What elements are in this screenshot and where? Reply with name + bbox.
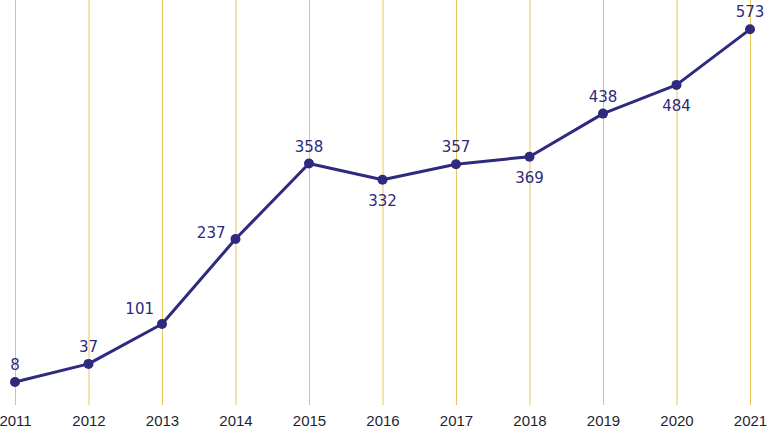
grid-line <box>677 0 678 405</box>
x-tick: 2020 <box>660 0 693 429</box>
data-label: 484 <box>662 97 691 115</box>
data-label: 357 <box>442 138 471 156</box>
grid-line <box>15 0 16 405</box>
plot-area <box>10 24 755 387</box>
data-labels: 8 37 101 237 358 332 357 369 438 484 573 <box>10 3 764 374</box>
x-tick: 2013 <box>146 0 179 429</box>
x-tick-label: 2013 <box>146 412 179 429</box>
x-tick: 2021 <box>734 0 767 429</box>
data-point <box>10 377 20 387</box>
x-tick-label: 2017 <box>440 412 473 429</box>
grid-line <box>530 0 531 405</box>
data-point <box>745 24 755 34</box>
data-label: 8 <box>10 356 20 374</box>
data-label: 358 <box>295 138 324 156</box>
data-point <box>451 159 461 169</box>
data-label: 101 <box>125 300 154 318</box>
x-tick: 2015 <box>293 0 326 429</box>
x-tick-label: 2012 <box>72 412 105 429</box>
x-tick-label: 2015 <box>293 412 326 429</box>
data-label: 37 <box>79 338 98 356</box>
x-tick-label: 2020 <box>660 412 693 429</box>
data-point <box>378 175 388 185</box>
y-axis-line <box>15 1 16 388</box>
data-label: 369 <box>515 169 544 187</box>
grid-line <box>236 0 237 405</box>
x-tick: 2019 <box>587 0 620 429</box>
x-tick-label: 2018 <box>513 412 546 429</box>
data-point <box>84 359 94 369</box>
y-axis <box>15 1 16 388</box>
data-label: 438 <box>589 88 618 106</box>
x-tick-label: 2021 <box>734 412 767 429</box>
data-label: 237 <box>197 224 226 242</box>
x-tick: 2012 <box>72 0 105 429</box>
x-tick-label: 2014 <box>219 412 252 429</box>
data-point <box>157 319 167 329</box>
grid-line <box>750 0 751 405</box>
x-tick: 2017 <box>440 0 473 429</box>
x-tick: 2011 <box>0 0 32 429</box>
x-tick: 2014 <box>219 0 252 429</box>
data-label: 332 <box>368 192 397 210</box>
data-point <box>525 152 535 162</box>
data-point <box>231 234 241 244</box>
series-line <box>15 29 750 382</box>
grid-line <box>162 0 163 405</box>
x-tick-label: 2016 <box>366 412 399 429</box>
data-point <box>672 80 682 90</box>
grid-line <box>603 0 604 405</box>
data-label: 573 <box>736 3 765 21</box>
chart: 2011 2012 2013 2014 2015 2016 2017 2018 2019 2020… <box>0 0 770 433</box>
grid-line <box>309 0 310 405</box>
x-tick-label: 2011 <box>0 412 32 429</box>
data-point <box>304 159 314 169</box>
grid-line <box>456 0 457 405</box>
x-tick: 2016 <box>366 0 399 429</box>
x-axis: 2011 2012 2013 2014 2015 2016 2017 2018 2019 2020… <box>0 0 767 429</box>
data-point <box>598 109 608 119</box>
x-tick-label: 2019 <box>587 412 620 429</box>
x-tick: 2018 <box>513 0 546 429</box>
